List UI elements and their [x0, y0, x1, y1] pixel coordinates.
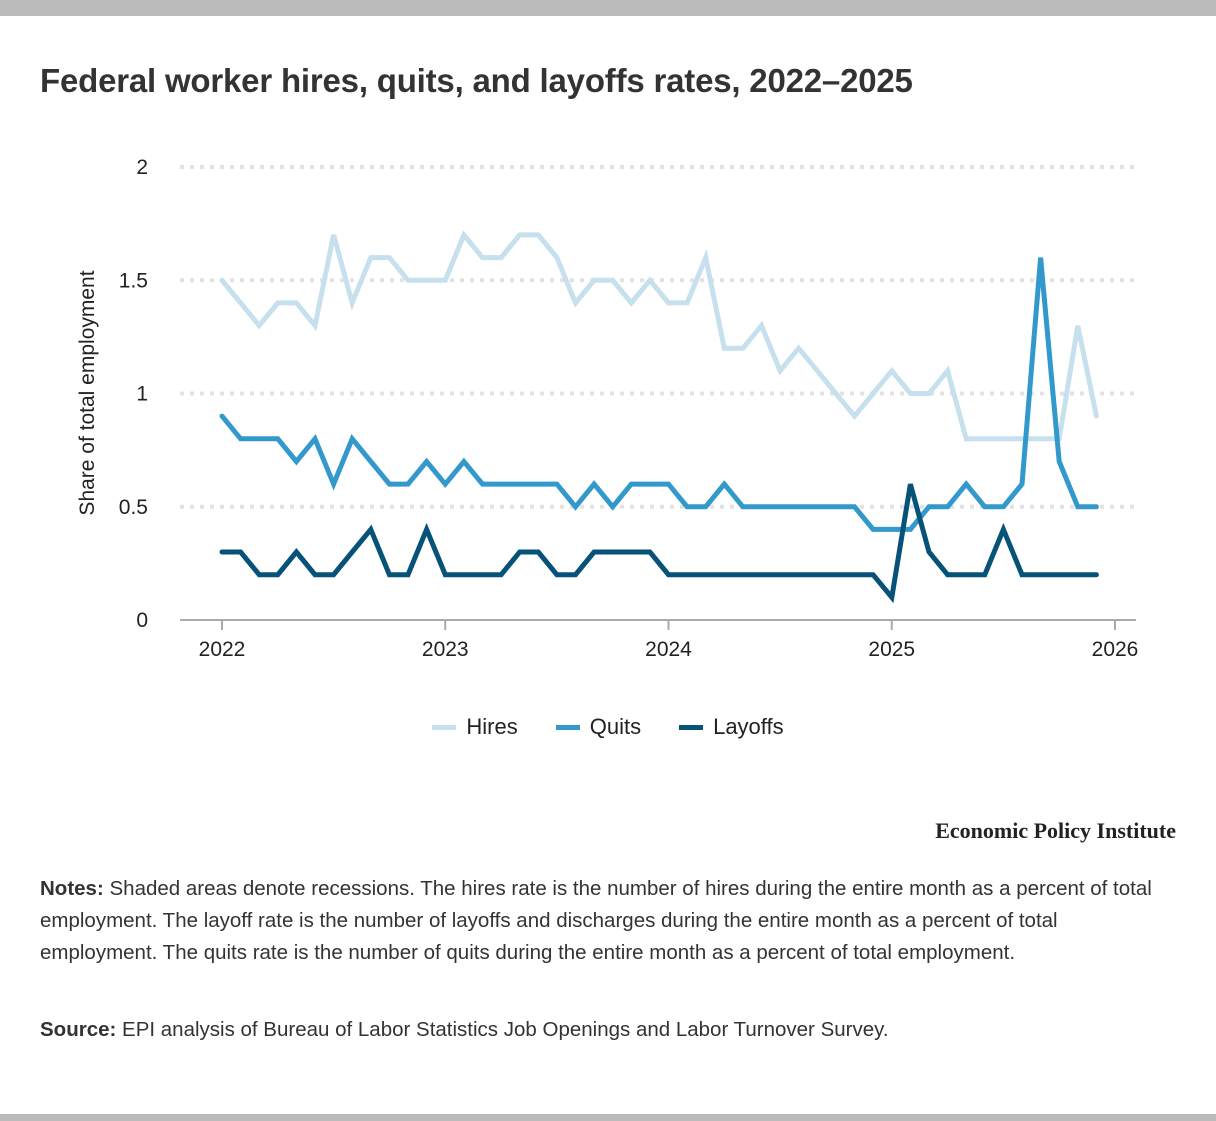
source: Source: EPI analysis of Bureau of Labor … — [40, 1014, 1180, 1046]
legend-item-quits: Quits — [555, 714, 642, 740]
x-tick-label: 2026 — [1092, 638, 1139, 661]
legend-swatch-quits — [555, 724, 580, 730]
legend-label-hires: Hires — [466, 714, 518, 739]
series-lines — [219, 230, 1099, 604]
legend-item-layoffs: Layoffs — [679, 714, 784, 740]
y-tick-label: 1.5 — [119, 269, 148, 292]
y-axis-ticks: 0 0.5 1 1.5 2 — [119, 156, 148, 632]
legend: Hires Quits Layoffs — [0, 714, 1216, 740]
legend-label-layoffs: Layoffs — [713, 714, 784, 739]
y-tick-label: 2 — [136, 156, 148, 179]
x-tick-label: 2023 — [422, 638, 469, 661]
line-chart: 0 0.5 1 1.5 2 2022 2023 2024 2025 2026 Share of … — [76, 156, 1139, 661]
legend-item-hires: Hires — [432, 714, 518, 740]
y-tick-label: 0.5 — [119, 496, 148, 519]
x-tick-label: 2022 — [199, 638, 246, 661]
series-line-layoffs — [219, 483, 1099, 604]
y-axis-label: Share of total employment — [76, 270, 99, 515]
legend-swatch-hires — [432, 724, 457, 730]
source-text: EPI analysis of Bureau of Labor Statisti… — [116, 1018, 889, 1041]
notes-label: Notes: — [40, 877, 104, 900]
series-line-hires — [219, 230, 1099, 442]
top-border — [0, 0, 1216, 16]
legend-label-quits: Quits — [589, 714, 642, 739]
legend-swatch-layoffs — [679, 724, 704, 730]
notes-text: Shaded areas denote recessions. The hire… — [40, 877, 1152, 964]
brand-logo-text: Economic Policy Institute — [935, 818, 1176, 843]
source-label: Source: — [40, 1018, 117, 1041]
chart-title: Federal worker hires, quits, and layoffs… — [40, 62, 913, 99]
y-tick-label: 0 — [136, 609, 148, 632]
x-tick-label: 2024 — [645, 638, 692, 661]
x-axis: 2022 2023 2024 2025 2026 — [180, 619, 1139, 661]
series-line-quits — [219, 257, 1099, 532]
y-tick-label: 1 — [136, 383, 148, 406]
bottom-border — [0, 1114, 1216, 1121]
notes: Notes: Shaded areas denote recessions. T… — [40, 873, 1180, 969]
x-tick-label: 2025 — [868, 638, 915, 661]
